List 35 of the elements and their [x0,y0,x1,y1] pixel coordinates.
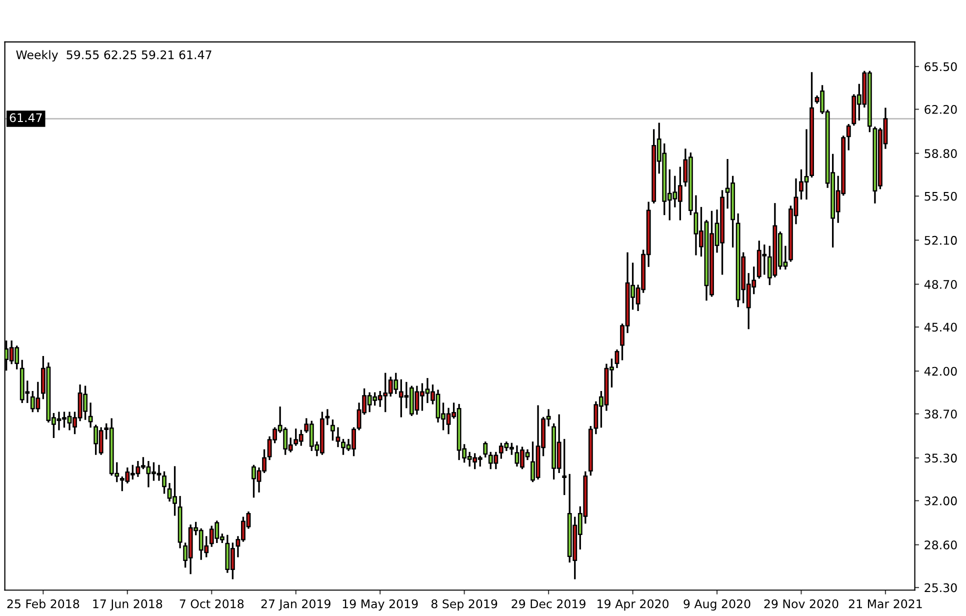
candlestick [325,409,330,426]
candlestick [846,124,851,150]
y-tick-label: 65.50 [924,62,957,72]
candlestick [88,402,93,428]
x-tick-label: 17 Jun 2018 [93,599,162,610]
text: Weekly 59.55 62.25 59.21 61.47 [16,50,212,62]
candlestick [562,438,567,496]
x-tick-label: 25 Feb 2018 [7,599,80,608]
y-tick-label: 38.70 [924,410,957,419]
y-tick-label: 55.50 [924,192,957,201]
y-tick-label: 35.30 [924,454,957,463]
ref-line-label: 61.47 [10,113,42,122]
candlestick [336,427,340,448]
x-tick-label: 9 Aug 2020 [684,599,750,611]
candlestick [483,442,488,458]
candlestick [162,471,166,494]
x-tick-label: 8 Sep 2019 [431,599,498,611]
x-tick-label: 21 Mar 2021 [848,599,922,608]
y-tick-label: 25.30 [924,583,957,592]
y-tick-label: 52.10 [924,236,957,245]
x-tick-label: 19 May 2019 [342,599,418,611]
y-tick-label: 45.40 [924,322,957,332]
x-tick-label: 7 Oct 2018 [180,599,244,608]
x-tick-label: 29 Nov 2020 [764,599,838,608]
x-tick-label: 19 Apr 2020 [598,599,668,611]
candlestick [614,350,620,368]
y-tick-label: 48.70 [924,280,957,289]
y-tick-label: 58.80 [924,149,957,158]
y-tick-label: 62.20 [924,105,957,114]
y-tick-label: 28.60 [924,540,957,550]
x-tick-label: 27 Jan 2019 [261,599,330,610]
y-tick-label: 42.00 [924,366,957,376]
x-tick-label: 29 Dec 2019 [512,599,586,608]
candlestick [330,420,335,441]
y-tick-label: 32.00 [924,496,957,506]
